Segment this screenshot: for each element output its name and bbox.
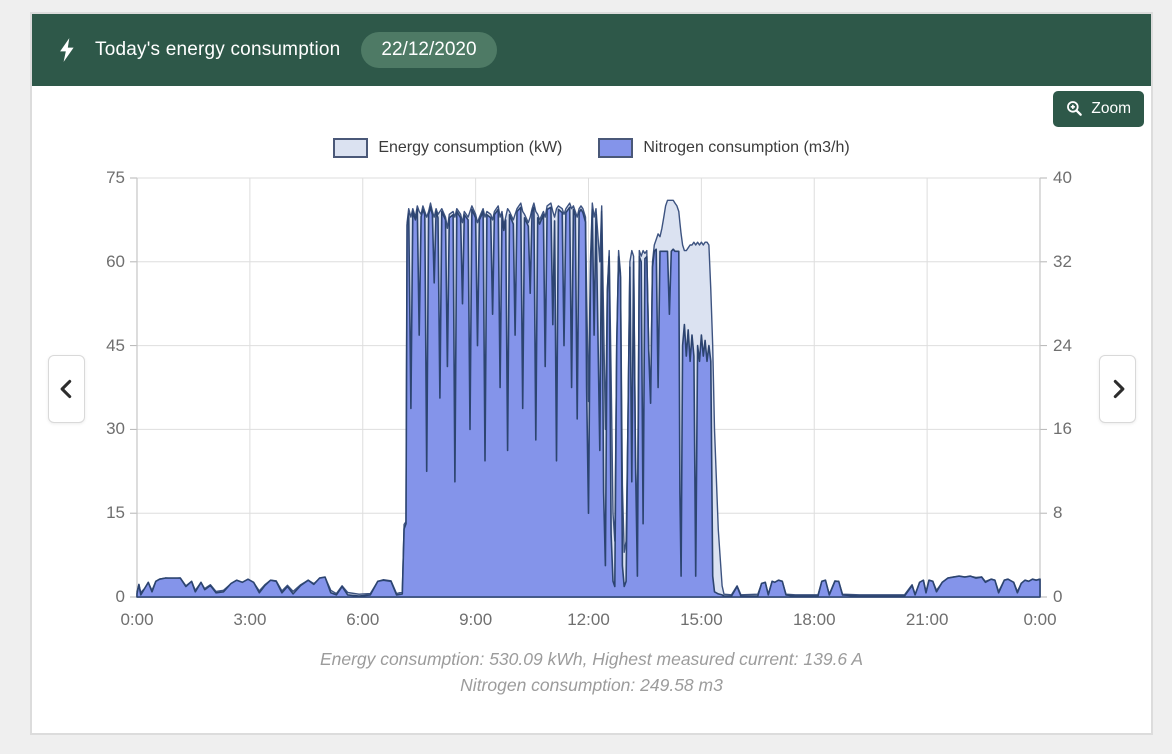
legend-item-nitrogen[interactable]: Nitrogen consumption (m3/h) (598, 138, 850, 158)
y-right-tick-label: 8 (1053, 503, 1063, 523)
x-tick-label: 3:00 (233, 610, 267, 629)
x-tick-label: 21:00 (905, 610, 949, 629)
energy-dashboard-card: Today's energy consumption 22/12/2020 Zo… (30, 12, 1153, 735)
date-badge[interactable]: 22/12/2020 (361, 32, 497, 68)
zoom-button[interactable]: Zoom (1053, 91, 1144, 127)
summary-line-nitrogen: Nitrogen consumption: 249.58 m3 (460, 675, 723, 695)
x-tick-label: 15:00 (680, 610, 723, 629)
page-title: Today's energy consumption (95, 39, 341, 60)
chart-summary: Energy consumption: 530.09 kWh, Highest … (32, 646, 1151, 698)
x-tick-label: 9:00 (459, 610, 493, 629)
y-left-tick-label: 60 (106, 251, 125, 271)
y-right-tick-label: 40 (1053, 168, 1072, 187)
y-left-tick-label: 15 (106, 503, 125, 523)
y-right-tick-label: 16 (1053, 419, 1072, 439)
magnifier-plus-icon (1066, 100, 1084, 118)
nitrogen-legend-swatch (598, 138, 634, 158)
chart-panel: Zoom Energy consumption (kW) Nitrogen co… (32, 86, 1151, 733)
x-tick-label: 6:00 (346, 610, 380, 629)
legend-item-energy[interactable]: Energy consumption (kW) (333, 138, 562, 158)
x-tick-label: 0:00 (120, 610, 154, 629)
previous-day-button[interactable] (48, 355, 85, 423)
nitrogen-area-series (136, 206, 1041, 598)
chevron-left-icon (54, 376, 80, 402)
zoom-button-label: Zoom (1091, 100, 1131, 117)
x-tick-label: 0:00 (1023, 610, 1057, 629)
lightning-bolt-icon (56, 35, 78, 65)
nitrogen-legend-label: Nitrogen consumption (m3/h) (643, 139, 850, 156)
y-right-tick-label: 32 (1053, 251, 1072, 271)
energy-legend-swatch (333, 138, 369, 158)
summary-line-energy: Energy consumption: 530.09 kWh, Highest … (319, 649, 864, 669)
x-tick-label: 12:00 (567, 610, 610, 629)
consumption-area-chart[interactable] (130, 177, 1047, 598)
y-left-tick-label: 0 (115, 587, 125, 606)
card-header: Today's energy consumption 22/12/2020 (32, 14, 1151, 86)
next-day-button[interactable] (1099, 355, 1136, 423)
y-right-tick-label: 0 (1053, 587, 1063, 606)
y-left-tick-label: 45 (106, 335, 125, 355)
chevron-right-icon (1105, 376, 1131, 402)
y-left-tick-label: 75 (106, 168, 125, 187)
energy-legend-label: Energy consumption (kW) (378, 139, 563, 156)
x-tick-label: 18:00 (792, 610, 836, 629)
y-left-tick-label: 30 (106, 419, 125, 439)
chart-legend: Energy consumption (kW) Nitrogen consump… (32, 138, 1151, 158)
y-right-tick-label: 24 (1053, 335, 1072, 355)
